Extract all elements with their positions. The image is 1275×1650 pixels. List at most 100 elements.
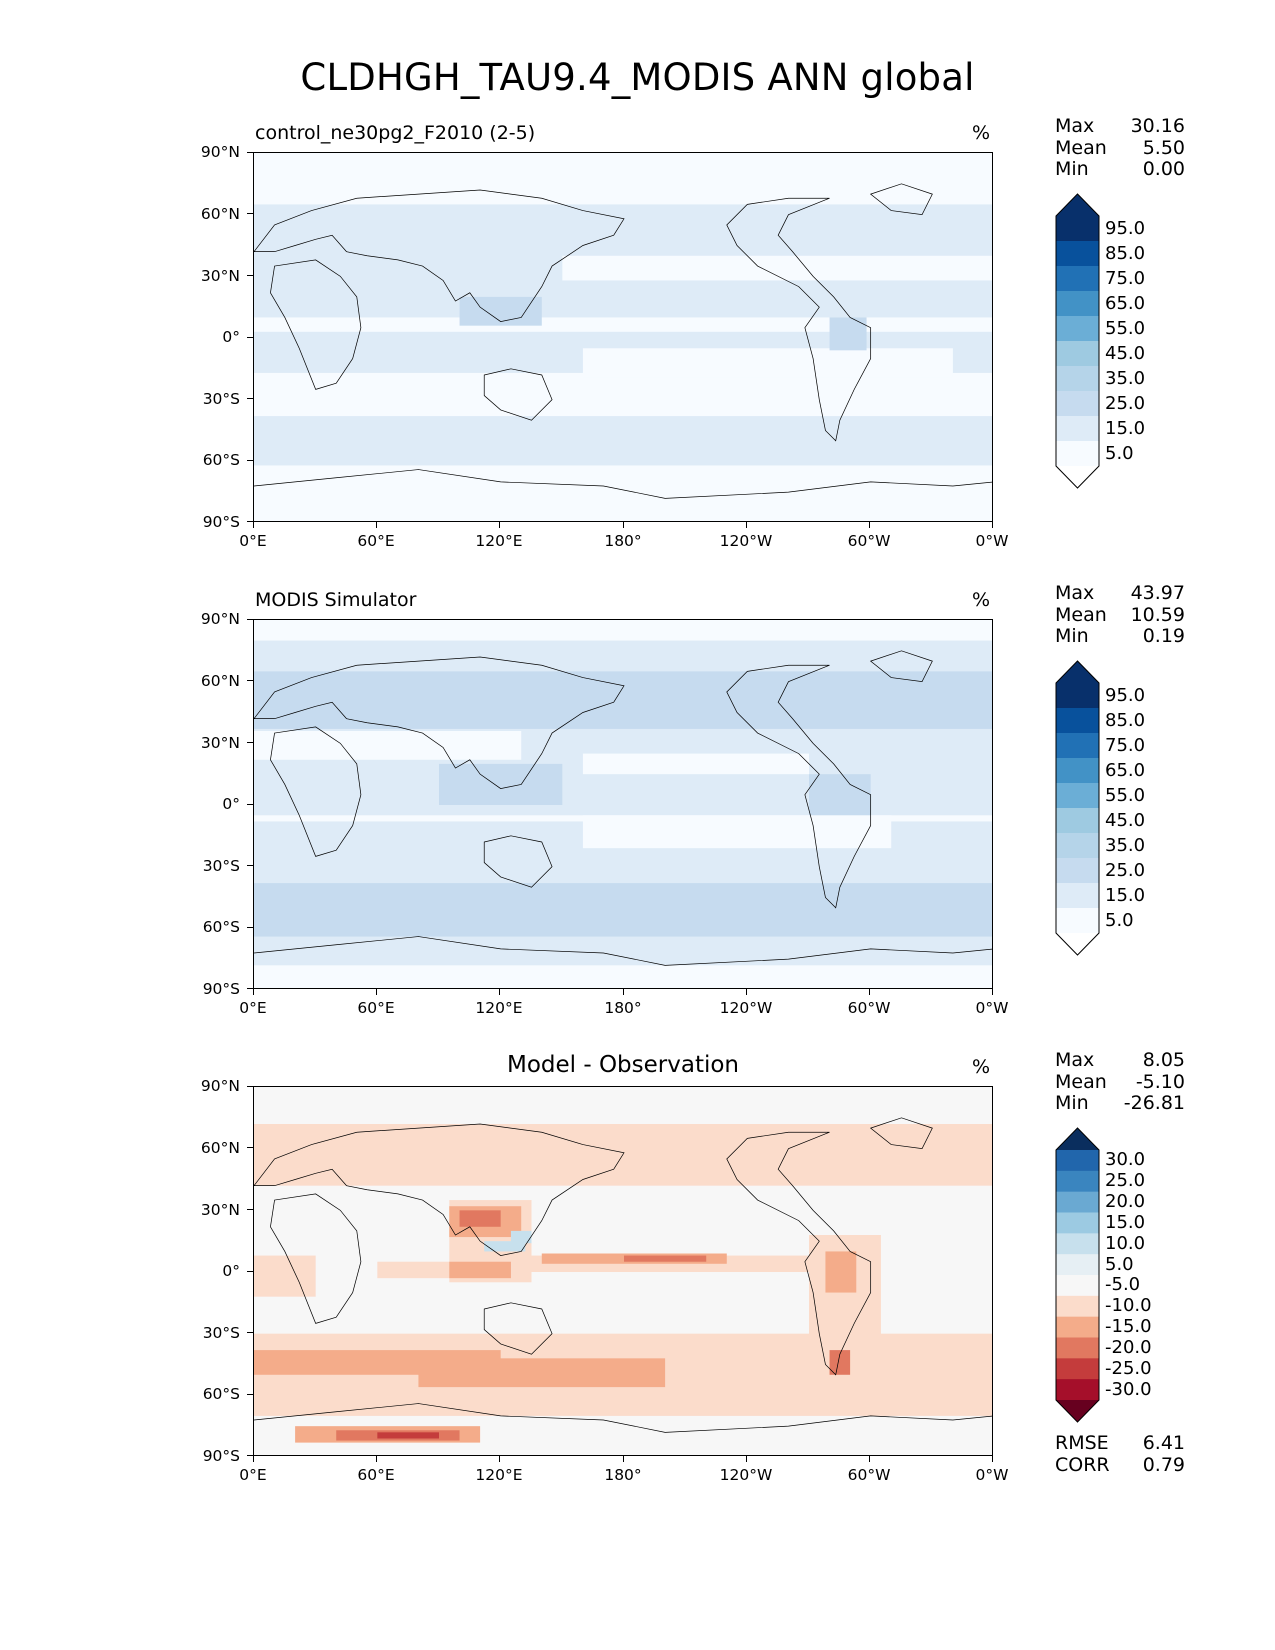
colorbar-label: 15.0 [1105, 417, 1146, 439]
colorbar-label: 15.0 [1105, 1211, 1146, 1233]
lat-label: 90°N [200, 143, 240, 161]
colorbar-label: 15.0 [1105, 884, 1146, 906]
colorbar-extend-top [1056, 194, 1099, 216]
colorbar-segment [1056, 1379, 1099, 1401]
lat-label: 30°S [202, 1324, 240, 1342]
lon-label: 120°W [719, 532, 773, 550]
lat-label: 30°N [200, 1201, 240, 1219]
colorbar-segment [1056, 1358, 1099, 1380]
lat-label: 60°S [202, 1385, 240, 1403]
colorbar-label: 25.0 [1105, 392, 1146, 414]
colorbar-extend-bottom [1056, 933, 1099, 955]
colorbar-segment [1056, 1150, 1099, 1172]
colorbar-segment [1056, 391, 1099, 417]
lon-label: 60°E [357, 1466, 395, 1484]
lat-label: 90°S [202, 513, 240, 531]
colorbar-label: 35.0 [1105, 367, 1146, 389]
stats-box: Max 43.97 Mean 10.59 Min 0.19 [1055, 582, 1185, 648]
lon-label: 0°W [975, 532, 1009, 550]
colorbar-label: 30.0 [1105, 1149, 1146, 1171]
lon-label: 120°W [719, 1466, 773, 1484]
colorbar-label: 55.0 [1105, 784, 1146, 806]
colorbar-label: 25.0 [1105, 859, 1146, 881]
colorbar-label: 65.0 [1105, 292, 1146, 314]
panel-title: MODIS Simulator [255, 589, 417, 611]
lon-label: 120°E [475, 1466, 523, 1484]
colorbar-outline [1055, 1127, 1100, 1423]
stat-min-value: 0.19 [1142, 625, 1185, 647]
colorbar-label: -30.0 [1105, 1378, 1152, 1400]
metrics-box: RMSE 6.41 CORR 0.79 [1055, 1432, 1185, 1476]
lat-label: 0° [222, 795, 240, 813]
lat-label: 60°N [200, 205, 240, 223]
lat-label: 60°S [202, 451, 240, 469]
stat-mean-value: 5.50 [1142, 136, 1185, 159]
colorbar-segment [1056, 216, 1099, 242]
colorbar-extend-bottom [1056, 1400, 1099, 1422]
map-plot[interactable] [253, 1086, 993, 1456]
colorbar-segment [1056, 858, 1099, 884]
colorbar-label: 25.0 [1105, 1170, 1146, 1192]
units-label: % [972, 589, 991, 611]
colorbar-label: 20.0 [1105, 1191, 1146, 1213]
stat-max-label: Max [1055, 582, 1095, 604]
colorbar-segment [1056, 708, 1099, 734]
stats-box: Max 8.05 Mean -5.10 Min -26.81 [1055, 1049, 1185, 1115]
colorbar-segment [1056, 1337, 1099, 1359]
colorbar-segment [1056, 441, 1099, 467]
colorbar-label: -20.0 [1105, 1336, 1152, 1358]
colorbar-label: 5.0 [1105, 1253, 1134, 1275]
lon-label: 0°W [975, 999, 1009, 1017]
panel-reference: MODIS Simulator % [0, 0, 1275, 1017]
units-label: % [972, 122, 991, 144]
colorbar-label: 45.0 [1105, 342, 1146, 364]
lat-label: 30°S [202, 390, 240, 408]
colorbar-segment [1056, 366, 1099, 392]
lat-label: 90°N [200, 1077, 240, 1095]
colorbar-segment [1056, 683, 1099, 709]
lon-label: 60°E [357, 532, 395, 550]
lat-label: 60°S [202, 918, 240, 936]
colorbar-label: 35.0 [1105, 834, 1146, 856]
stat-mean-label: Mean [1055, 1070, 1107, 1093]
stats-box: Max 30.16 Mean 5.50 Min 0.00 [1055, 115, 1185, 181]
lat-label: 0° [222, 328, 240, 346]
stat-max-value: 30.16 [1130, 115, 1185, 137]
panel-title: Model - Observation [506, 1052, 740, 1078]
colorbar-segment [1056, 1191, 1099, 1213]
stat-max-label: Max [1055, 115, 1095, 137]
colorbar-segment [1056, 1233, 1099, 1255]
stat-min-label: Min [1055, 1092, 1089, 1114]
colorbar-segment [1056, 1295, 1099, 1318]
lon-label: 60°W [847, 1466, 891, 1484]
colorbar-segment [1056, 883, 1099, 909]
colorbar-extend-bottom [1056, 466, 1099, 488]
panel-test: control_ne30pg2_F2010 (2-5) % [0, 0, 1275, 550]
stat-mean-label: Mean [1055, 136, 1107, 159]
colorbar-segment [1056, 733, 1099, 759]
stat-max-label: Max [1055, 1049, 1095, 1071]
colorbar-segment [1056, 833, 1099, 859]
map-plot[interactable] [253, 619, 993, 989]
lat-label: 90°S [202, 980, 240, 998]
stat-min-value: 0.00 [1142, 158, 1185, 180]
panel-title: control_ne30pg2_F2010 (2-5) [255, 122, 536, 144]
lon-label: 0°E [239, 1466, 267, 1484]
colorbar-label: 85.0 [1105, 242, 1146, 264]
colorbar-label: -25.0 [1105, 1357, 1152, 1379]
colorbar-segment [1056, 1212, 1099, 1234]
colorbar-label: -5.0 [1105, 1274, 1141, 1296]
colorbar-label: 10.0 [1105, 1232, 1146, 1254]
colorbar-segment [1056, 783, 1099, 809]
corr-label: CORR [1055, 1453, 1110, 1476]
colorbar-label: 65.0 [1105, 759, 1146, 781]
stat-min-value: -26.81 [1123, 1092, 1185, 1114]
corr-value: 0.79 [1142, 1453, 1185, 1476]
lat-label: 0° [222, 1262, 240, 1280]
lat-label: 90°S [202, 1447, 240, 1465]
map-plot[interactable] [253, 152, 993, 522]
colorbar-segment [1056, 1275, 1099, 1297]
colorbar-segment [1056, 241, 1099, 267]
lat-label: 90°N [200, 610, 240, 628]
colorbar-segment [1056, 808, 1099, 834]
